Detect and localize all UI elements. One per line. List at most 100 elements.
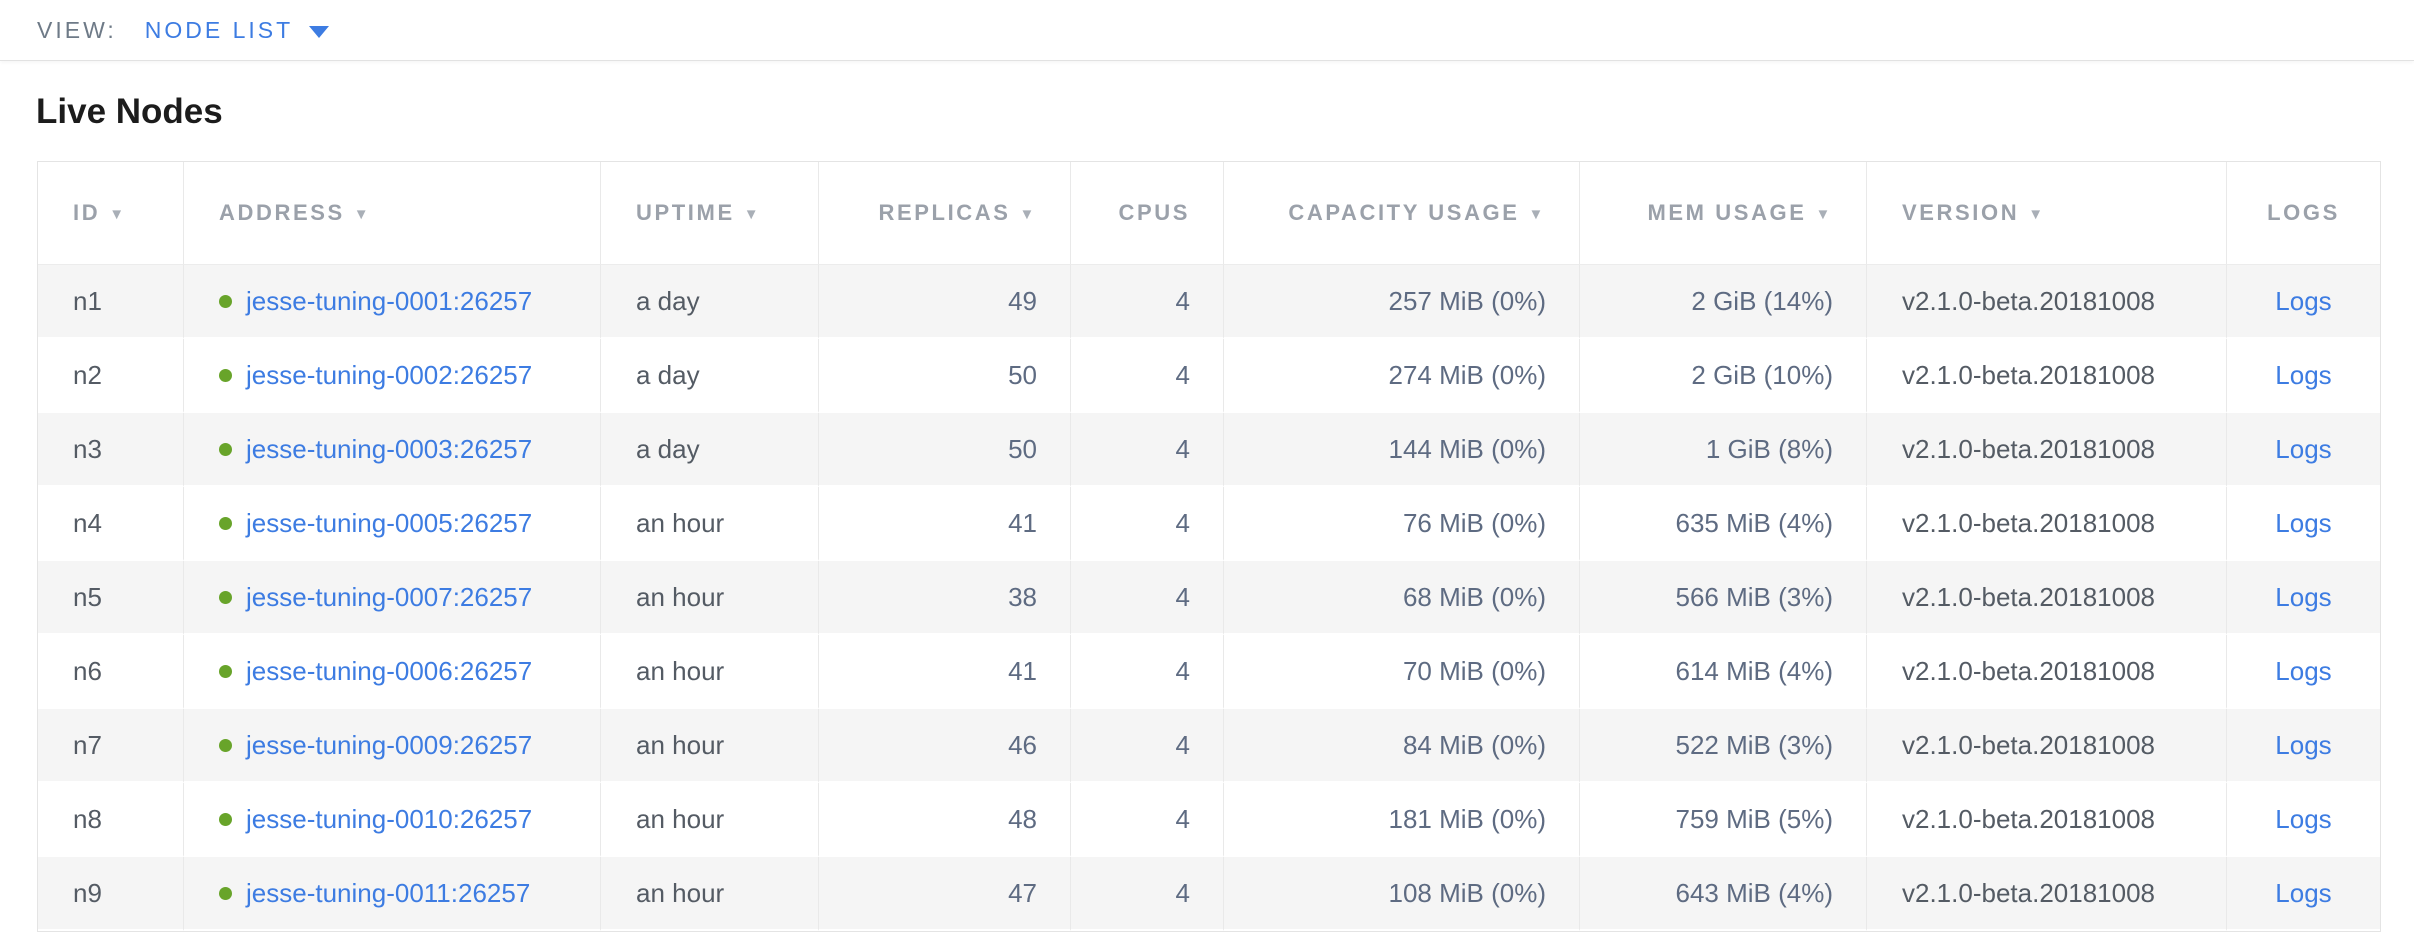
column-header-uptime[interactable]: UPTIME ▼ bbox=[600, 162, 818, 265]
node-replicas-cell: 50 bbox=[818, 339, 1070, 413]
node-address-link[interactable]: jesse-tuning-0009:26257 bbox=[246, 729, 533, 760]
sort-arrow-icon: ▼ bbox=[743, 206, 762, 223]
node-id-cell: n8 bbox=[38, 783, 183, 857]
page-title: Live Nodes bbox=[36, 92, 223, 131]
column-label: VERSION bbox=[1902, 200, 2020, 225]
node-logs-cell: Logs bbox=[2226, 339, 2380, 413]
node-address-link[interactable]: jesse-tuning-0002:26257 bbox=[246, 359, 533, 390]
node-replicas-cell: 49 bbox=[818, 265, 1070, 339]
node-live-status-icon bbox=[219, 294, 232, 308]
column-header-version[interactable]: VERSION ▼ bbox=[1866, 162, 2226, 265]
column-header-address[interactable]: ADDRESS ▼ bbox=[183, 162, 600, 265]
node-id-cell: n2 bbox=[38, 339, 183, 413]
node-capacity-usage-cell: 257 MiB (0%) bbox=[1223, 265, 1579, 339]
node-address-link[interactable]: jesse-tuning-0011:26257 bbox=[246, 877, 531, 908]
node-live-status-icon bbox=[219, 812, 232, 826]
node-capacity-usage-cell: 108 MiB (0%) bbox=[1223, 857, 1579, 931]
node-address-link[interactable]: jesse-tuning-0005:26257 bbox=[246, 507, 533, 538]
node-address-link[interactable]: jesse-tuning-0010:26257 bbox=[246, 803, 533, 834]
node-mem-usage-cell: 566 MiB (3%) bbox=[1579, 561, 1866, 635]
node-cpus-cell: 4 bbox=[1070, 635, 1223, 709]
table-row: n1 jesse-tuning-0001:26257 a day 49 4 25… bbox=[38, 265, 2380, 339]
node-id-cell: n9 bbox=[38, 857, 183, 931]
logs-link[interactable]: Logs bbox=[2275, 359, 2332, 390]
sort-arrow-icon: ▼ bbox=[109, 206, 127, 223]
table-row: n3 jesse-tuning-0003:26257 a day 50 4 14… bbox=[38, 413, 2380, 487]
node-version-cell: v2.1.0-beta.20181008 bbox=[1866, 339, 2226, 413]
node-cpus-cell: 4 bbox=[1070, 265, 1223, 339]
node-address-cell: jesse-tuning-0011:26257 bbox=[183, 857, 600, 931]
column-header-cpus: CPUS bbox=[1070, 162, 1223, 265]
node-uptime-cell: an hour bbox=[600, 487, 818, 561]
table-row: n4 jesse-tuning-0005:26257 an hour 41 4 … bbox=[38, 487, 2380, 561]
table-row: n2 jesse-tuning-0002:26257 a day 50 4 27… bbox=[38, 339, 2380, 413]
node-logs-cell: Logs bbox=[2226, 265, 2380, 339]
column-label: CAPACITY USAGE bbox=[1288, 200, 1520, 225]
view-dropdown-value: NODE LIST bbox=[144, 16, 294, 43]
node-capacity-usage-cell: 181 MiB (0%) bbox=[1223, 783, 1579, 857]
node-capacity-usage-cell: 70 MiB (0%) bbox=[1223, 635, 1579, 709]
table-row: n8 jesse-tuning-0010:26257 an hour 48 4 … bbox=[38, 783, 2380, 857]
logs-link[interactable]: Logs bbox=[2275, 433, 2332, 464]
column-label: LOGS bbox=[2267, 200, 2340, 225]
node-mem-usage-cell: 635 MiB (4%) bbox=[1579, 487, 1866, 561]
node-mem-usage-cell: 759 MiB (5%) bbox=[1579, 783, 1866, 857]
node-live-status-icon bbox=[219, 442, 232, 456]
node-address-link[interactable]: jesse-tuning-0007:26257 bbox=[246, 581, 533, 612]
node-uptime-cell: a day bbox=[600, 265, 818, 339]
node-mem-usage-cell: 2 GiB (14%) bbox=[1579, 265, 1866, 339]
node-address-link[interactable]: jesse-tuning-0006:26257 bbox=[246, 655, 533, 686]
column-header-logs: LOGS bbox=[2226, 162, 2380, 265]
node-id-cell: n6 bbox=[38, 635, 183, 709]
node-uptime-cell: an hour bbox=[600, 857, 818, 931]
node-version-cell: v2.1.0-beta.20181008 bbox=[1866, 487, 2226, 561]
logs-link[interactable]: Logs bbox=[2275, 581, 2332, 612]
node-logs-cell: Logs bbox=[2226, 561, 2380, 635]
node-version-cell: v2.1.0-beta.20181008 bbox=[1866, 265, 2226, 339]
node-live-status-icon bbox=[219, 738, 232, 752]
table-row: n6 jesse-tuning-0006:26257 an hour 41 4 … bbox=[38, 635, 2380, 709]
column-header-capacity[interactable]: CAPACITY USAGE ▼ bbox=[1223, 162, 1579, 265]
node-address-cell: jesse-tuning-0010:26257 bbox=[183, 783, 600, 857]
node-id-cell: n7 bbox=[38, 709, 183, 783]
node-uptime-cell: an hour bbox=[600, 635, 818, 709]
node-replicas-cell: 46 bbox=[818, 709, 1070, 783]
node-cpus-cell: 4 bbox=[1070, 783, 1223, 857]
node-cpus-cell: 4 bbox=[1070, 857, 1223, 931]
column-label: REPLICAS bbox=[878, 200, 1011, 225]
logs-link[interactable]: Logs bbox=[2275, 877, 2332, 908]
table-row: n9 jesse-tuning-0011:26257 an hour 47 4 … bbox=[38, 857, 2380, 931]
column-label: MEM USAGE bbox=[1647, 200, 1807, 225]
node-uptime-cell: an hour bbox=[600, 561, 818, 635]
logs-link[interactable]: Logs bbox=[2275, 285, 2332, 316]
logs-link[interactable]: Logs bbox=[2275, 655, 2332, 686]
node-address-link[interactable]: jesse-tuning-0003:26257 bbox=[246, 433, 533, 464]
logs-link[interactable]: Logs bbox=[2275, 729, 2332, 760]
node-id-cell: n4 bbox=[38, 487, 183, 561]
node-version-cell: v2.1.0-beta.20181008 bbox=[1866, 709, 2226, 783]
column-header-id[interactable]: ID ▼ bbox=[38, 162, 183, 265]
column-label: ID bbox=[73, 200, 101, 225]
sort-arrow-icon: ▼ bbox=[1528, 206, 1546, 223]
node-live-status-icon bbox=[219, 886, 232, 900]
node-logs-cell: Logs bbox=[2226, 857, 2380, 931]
column-label: CPUS bbox=[1118, 200, 1190, 225]
node-version-cell: v2.1.0-beta.20181008 bbox=[1866, 413, 2226, 487]
logs-link[interactable]: Logs bbox=[2275, 803, 2332, 834]
node-replicas-cell: 38 bbox=[818, 561, 1070, 635]
node-uptime-cell: an hour bbox=[600, 709, 818, 783]
table-body: n1 jesse-tuning-0001:26257 a day 49 4 25… bbox=[38, 265, 2380, 931]
logs-link[interactable]: Logs bbox=[2275, 507, 2332, 538]
live-nodes-table-container: ID ▼ ADDRESS ▼ UPTIME ▼ REPLICAS ▼ CPUS CAPACITY … bbox=[37, 161, 2414, 932]
view-dropdown[interactable]: NODE LIST bbox=[144, 16, 330, 44]
view-selector-bar: VIEW: NODE LIST bbox=[0, 0, 2414, 61]
node-address-cell: jesse-tuning-0005:26257 bbox=[183, 487, 600, 561]
node-address-cell: jesse-tuning-0002:26257 bbox=[183, 339, 600, 413]
table-row: n5 jesse-tuning-0007:26257 an hour 38 4 … bbox=[38, 561, 2380, 635]
column-header-replicas[interactable]: REPLICAS ▼ bbox=[818, 162, 1070, 265]
node-address-link[interactable]: jesse-tuning-0001:26257 bbox=[246, 285, 533, 316]
node-address-cell: jesse-tuning-0009:26257 bbox=[183, 709, 600, 783]
node-cpus-cell: 4 bbox=[1070, 709, 1223, 783]
node-logs-cell: Logs bbox=[2226, 413, 2380, 487]
column-header-mem[interactable]: MEM USAGE ▼ bbox=[1579, 162, 1866, 265]
